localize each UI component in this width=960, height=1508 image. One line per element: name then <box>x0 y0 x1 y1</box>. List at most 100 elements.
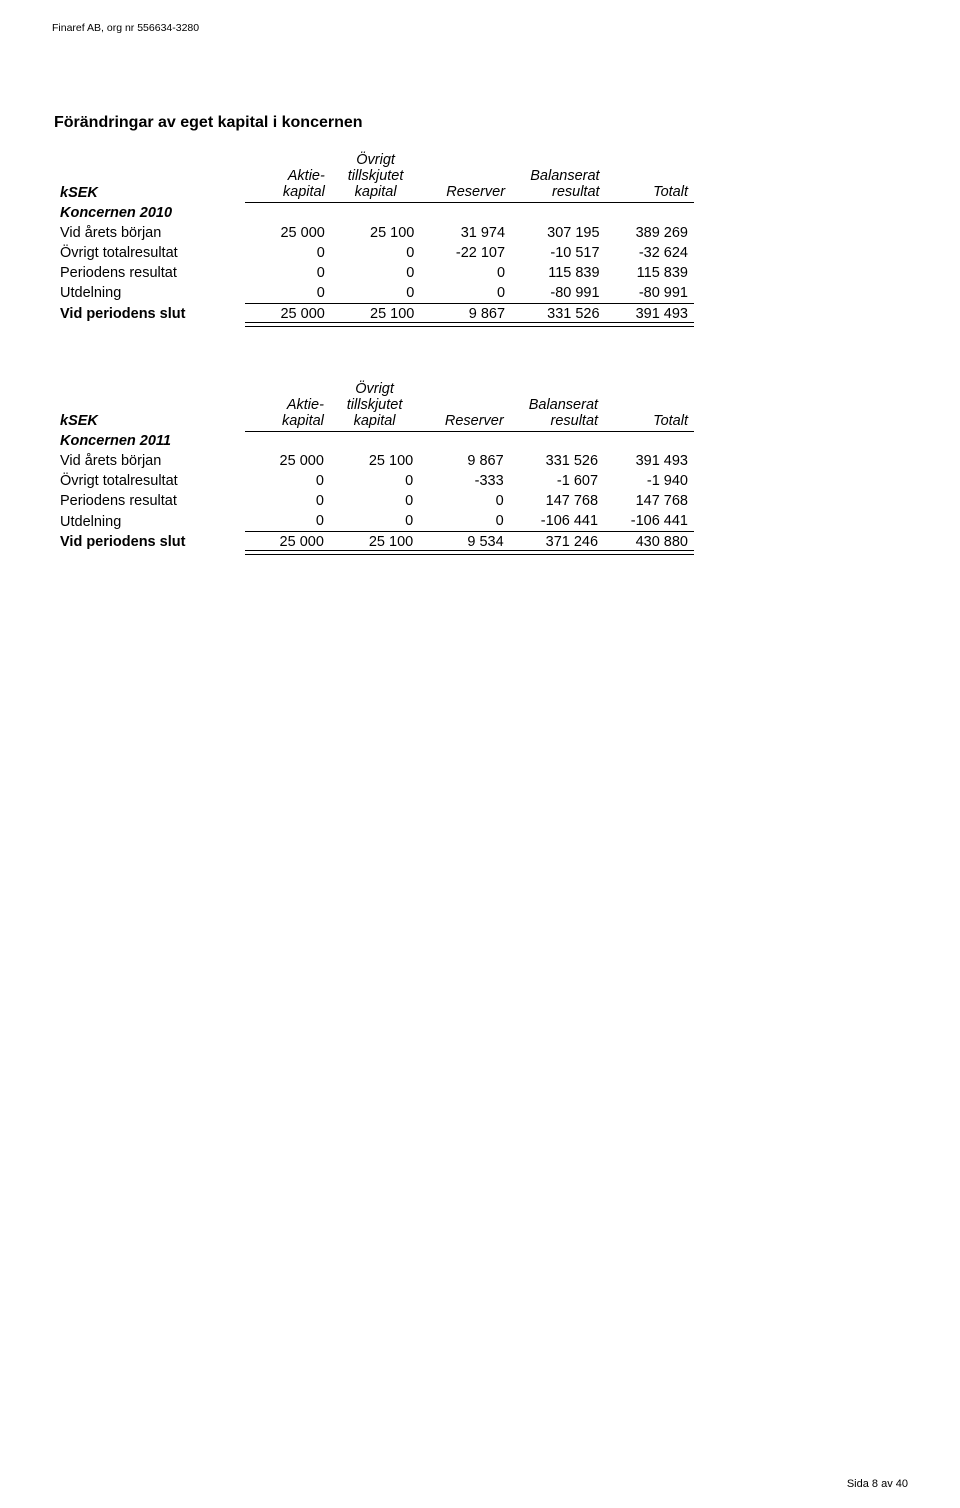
cell: 0 <box>245 283 330 304</box>
total-cell: 25 000 <box>245 303 330 324</box>
col-aktiekapital: Aktie- kapital <box>245 379 330 432</box>
total-cell: 9 534 <box>419 532 509 553</box>
col-text: Totalt <box>653 184 688 200</box>
table-2011: kSEK Aktie- kapital Övrigt tillskjutet k… <box>52 379 908 553</box>
col-text: Övrigt <box>355 381 394 397</box>
cell: 25 100 <box>330 451 419 471</box>
row-label: Övrigt totalresultat <box>54 471 245 491</box>
col-text: Balanserat <box>530 168 599 184</box>
col-totalt: Totalt <box>604 379 694 432</box>
row-label: Periodens resultat <box>54 491 245 511</box>
total-cell: 391 493 <box>606 303 694 324</box>
table-row: Övrigt totalresultat 0 0 -22 107 -10 517… <box>54 243 694 263</box>
cell: 0 <box>419 491 509 511</box>
table-2010: kSEK Aktie- kapital Övrigt tillskjutet k… <box>52 150 908 324</box>
total-cell: 371 246 <box>510 532 604 553</box>
total-cell: 430 880 <box>604 532 694 553</box>
table-row: Vid årets början 25 000 25 100 31 974 30… <box>54 223 694 243</box>
table-total-row: Vid periodens slut 25 000 25 100 9 534 3… <box>54 532 694 553</box>
group-label-row: Koncernen 2011 <box>54 431 694 451</box>
cell: -106 441 <box>604 511 694 532</box>
col-text: kapital <box>282 413 324 429</box>
row-label: Vid årets början <box>54 223 245 243</box>
table-row: Övrigt totalresultat 0 0 -333 -1 607 -1 … <box>54 471 694 491</box>
cell: 0 <box>419 511 509 532</box>
cell: 25 100 <box>331 223 421 243</box>
cell: -333 <box>419 471 509 491</box>
col-balanserat: Balanserat resultat <box>510 379 604 432</box>
cell: 0 <box>420 283 511 304</box>
total-cell: 25 100 <box>331 303 421 324</box>
cell: 31 974 <box>420 223 511 243</box>
doc-header: Finaref AB, org nr 556634-3280 <box>52 22 199 34</box>
group-label-row: Koncernen 2010 <box>54 203 694 223</box>
col-reserver: Reserver <box>420 150 511 203</box>
col-text: Aktie- <box>288 168 325 184</box>
cell: -1 940 <box>604 471 694 491</box>
cell: -106 441 <box>510 511 604 532</box>
col-text: Totalt <box>653 413 688 429</box>
col-text: tillskjutet <box>347 397 403 413</box>
col-text: resultat <box>552 184 600 200</box>
row-label: Övrigt totalresultat <box>54 243 245 263</box>
cell: -1 607 <box>510 471 604 491</box>
col-text: kapital <box>283 184 325 200</box>
cell: 0 <box>245 511 330 532</box>
cell: 0 <box>245 263 330 283</box>
col-text: Reserver <box>446 184 505 200</box>
col-text: resultat <box>550 413 598 429</box>
table-row: Utdelning 0 0 0 -106 441 -106 441 <box>54 511 694 532</box>
col-text: kapital <box>355 184 397 200</box>
cell: 0 <box>245 243 330 263</box>
cell: 0 <box>330 491 419 511</box>
col-text: Reserver <box>445 413 504 429</box>
row-label: Utdelning <box>54 283 245 304</box>
table-header-row: kSEK Aktie- kapital Övrigt tillskjutet k… <box>54 379 694 432</box>
total-cell: 331 526 <box>511 303 606 324</box>
row-label: Vid årets början <box>54 451 245 471</box>
cell: 0 <box>330 471 419 491</box>
col-ovrigt: Övrigt tillskjutet kapital <box>330 379 419 432</box>
cell: 389 269 <box>606 223 694 243</box>
cell: -32 624 <box>606 243 694 263</box>
cell: 0 <box>245 471 330 491</box>
cell: 307 195 <box>511 223 606 243</box>
cell: 115 839 <box>511 263 606 283</box>
total-cell: 25 100 <box>330 532 419 553</box>
cell: 147 768 <box>604 491 694 511</box>
row-label: Utdelning <box>54 511 245 532</box>
table-row: Periodens resultat 0 0 0 147 768 147 768 <box>54 491 694 511</box>
col-ovrigt: Övrigt tillskjutet kapital <box>331 150 421 203</box>
col-totalt: Totalt <box>606 150 694 203</box>
group-label: Koncernen 2010 <box>54 203 245 223</box>
cell: 25 000 <box>245 451 330 471</box>
cell: 0 <box>245 491 330 511</box>
table-header-row: kSEK Aktie- kapital Övrigt tillskjutet k… <box>54 150 694 203</box>
cell: 0 <box>331 263 421 283</box>
col-text: Balanserat <box>529 397 598 413</box>
col-text: tillskjutet <box>348 168 404 184</box>
col-text: Aktie- <box>287 397 324 413</box>
cell: 115 839 <box>606 263 694 283</box>
cell: 0 <box>330 511 419 532</box>
cell: 0 <box>331 243 421 263</box>
ksek-label: kSEK <box>60 185 98 201</box>
col-reserver: Reserver <box>419 379 509 432</box>
cell: 391 493 <box>604 451 694 471</box>
total-label: Vid periodens slut <box>54 303 245 324</box>
col-text: Övrigt <box>356 152 395 168</box>
page-footer: Sida 8 av 40 <box>847 1478 908 1490</box>
cell: 0 <box>420 263 511 283</box>
col-aktiekapital: Aktie- kapital <box>245 150 330 203</box>
table-row: Periodens resultat 0 0 0 115 839 115 839 <box>54 263 694 283</box>
total-cell: 25 000 <box>245 532 330 553</box>
cell: 25 000 <box>245 223 330 243</box>
cell: 9 867 <box>419 451 509 471</box>
total-label: Vid periodens slut <box>54 532 245 553</box>
table-total-row: Vid periodens slut 25 000 25 100 9 867 3… <box>54 303 694 324</box>
row-label: Periodens resultat <box>54 263 245 283</box>
cell: -10 517 <box>511 243 606 263</box>
table-row: Utdelning 0 0 0 -80 991 -80 991 <box>54 283 694 304</box>
table-row: Vid årets början 25 000 25 100 9 867 331… <box>54 451 694 471</box>
ksek-label: kSEK <box>60 413 98 429</box>
